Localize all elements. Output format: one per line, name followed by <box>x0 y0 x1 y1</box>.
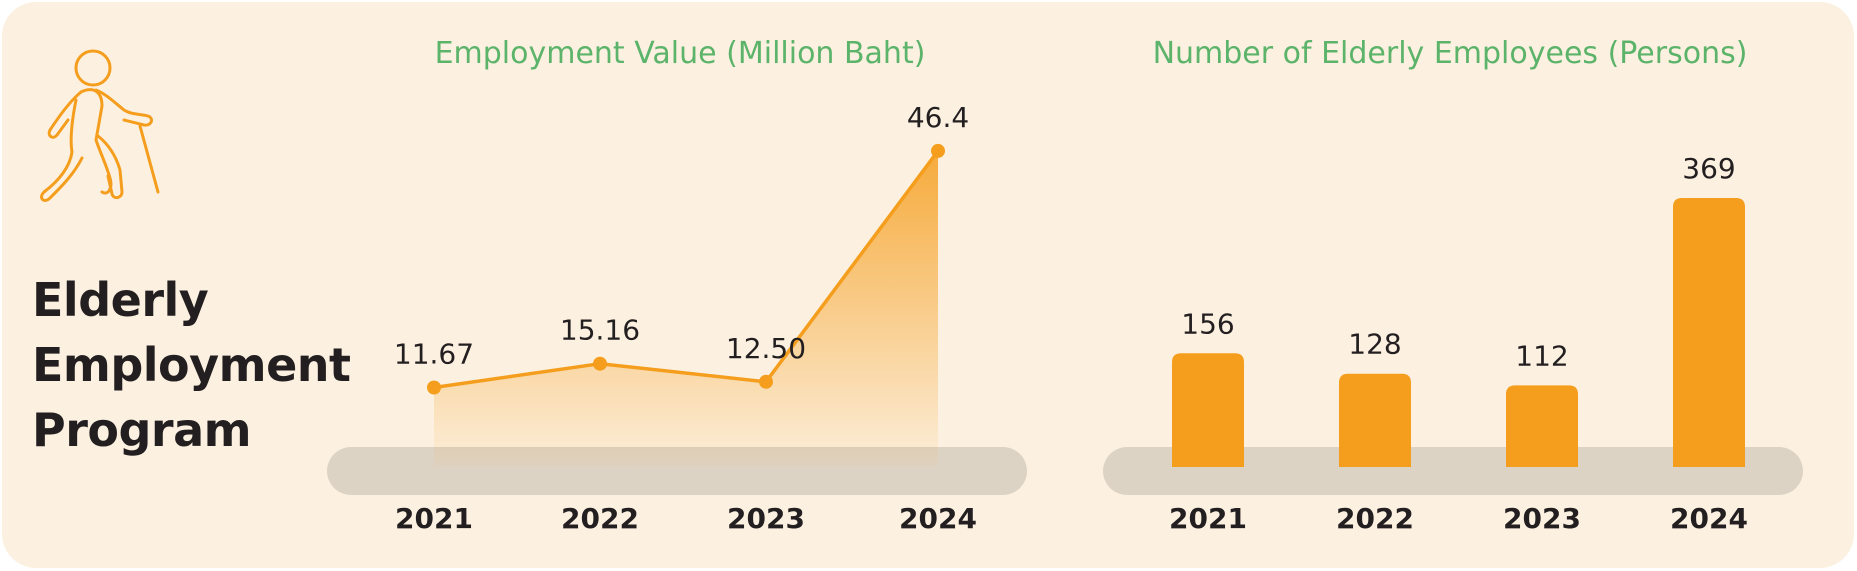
elderly-employees-label-2024: 369 <box>1682 152 1735 185</box>
elderly-employees-tick-2021: 2021 <box>1169 502 1247 535</box>
employment-value-label-2022: 15.16 <box>560 314 640 347</box>
elderly-employees-chart-title: Number of Elderly Employees (Persons) <box>1152 36 1748 71</box>
employment-value-point-2021 <box>427 380 441 395</box>
program-title-line-1: Elderly <box>32 273 209 327</box>
employment-value-point-2022 <box>593 356 607 371</box>
elderly-employees-baseline <box>1103 447 1803 495</box>
employment-value-tick-2023: 2023 <box>727 502 805 535</box>
elderly-employees-tick-2024: 2024 <box>1670 502 1748 535</box>
employment-value-chart-title: Employment Value (Million Baht) <box>434 36 926 71</box>
program-title-line-2: Employment <box>32 338 351 392</box>
employment-value-label-2024: 46.4 <box>907 101 969 134</box>
employment-value-tick-2022: 2022 <box>561 502 639 535</box>
employment-value-tick-2024: 2024 <box>899 502 977 535</box>
elderly-employees-bar-2022 <box>1339 373 1411 467</box>
program-title-line-3: Program <box>32 403 252 457</box>
elderly-employees-bar-2023 <box>1506 385 1578 467</box>
elderly-employees-tick-2023: 2023 <box>1503 502 1581 535</box>
elderly-employees-bar-2021 <box>1172 353 1244 467</box>
employment-value-tick-2021: 2021 <box>395 502 473 535</box>
employment-value-line <box>433 149 940 390</box>
employment-value-label-2023: 12.50 <box>726 332 806 365</box>
employment-value-label-2021: 11.67 <box>394 338 474 371</box>
elderly-walking-cane-icon <box>40 49 160 202</box>
employment-value-area <box>434 150 938 467</box>
elderly-employees-tick-2022: 2022 <box>1336 502 1414 535</box>
program-title: Elderly Employment Program <box>32 268 351 463</box>
elderly-employees-label-2022: 128 <box>1348 328 1401 361</box>
employment-value-point-2024 <box>931 143 945 158</box>
elderly-employees-bar-2024 <box>1673 198 1745 467</box>
elderly-employees-label-2023: 112 <box>1515 339 1568 372</box>
elderly-employees-label-2021: 156 <box>1181 307 1234 340</box>
employment-value-point-2023 <box>759 374 773 389</box>
